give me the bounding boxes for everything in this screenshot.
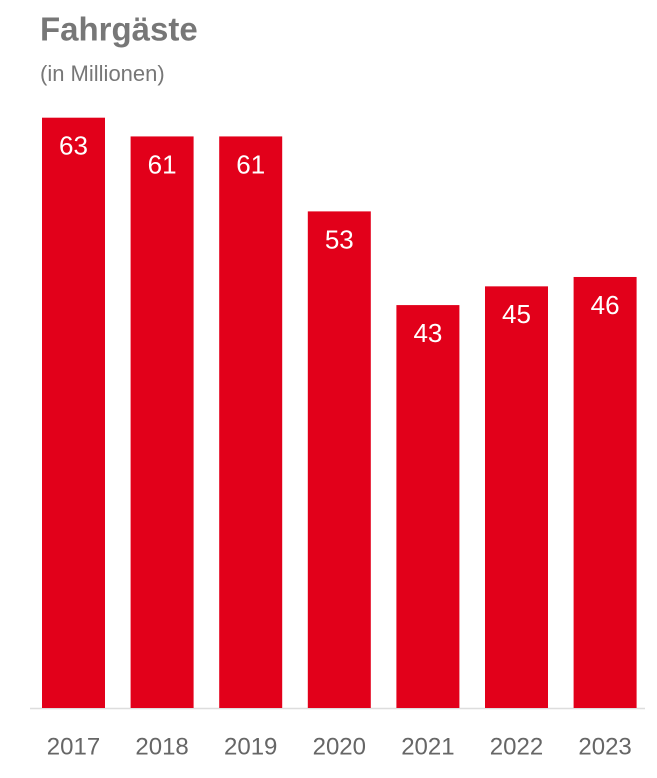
value-label: 45 xyxy=(502,299,531,329)
bar xyxy=(219,136,283,708)
bar xyxy=(130,136,194,708)
x-tick-label: 2021 xyxy=(401,733,454,760)
x-tick-label: 2020 xyxy=(313,733,366,760)
bar xyxy=(307,211,371,708)
chart-subtitle: (in Millionen) xyxy=(40,61,165,86)
value-label: 46 xyxy=(591,290,620,320)
bar xyxy=(485,286,548,708)
x-tick-label: 2018 xyxy=(135,733,188,760)
value-label: 61 xyxy=(148,149,177,179)
value-label: 43 xyxy=(413,318,442,348)
bar xyxy=(42,117,105,708)
x-tick-label: 2017 xyxy=(47,733,100,760)
value-label: 61 xyxy=(236,149,265,179)
x-tick-label: 2023 xyxy=(578,733,631,760)
bar xyxy=(396,305,460,708)
chart-title: Fahrgäste xyxy=(40,11,198,48)
x-tick-label: 2019 xyxy=(224,733,277,760)
value-label: 63 xyxy=(59,131,88,161)
bar xyxy=(573,276,637,708)
value-label: 53 xyxy=(325,224,354,254)
x-tick-label: 2022 xyxy=(490,733,543,760)
